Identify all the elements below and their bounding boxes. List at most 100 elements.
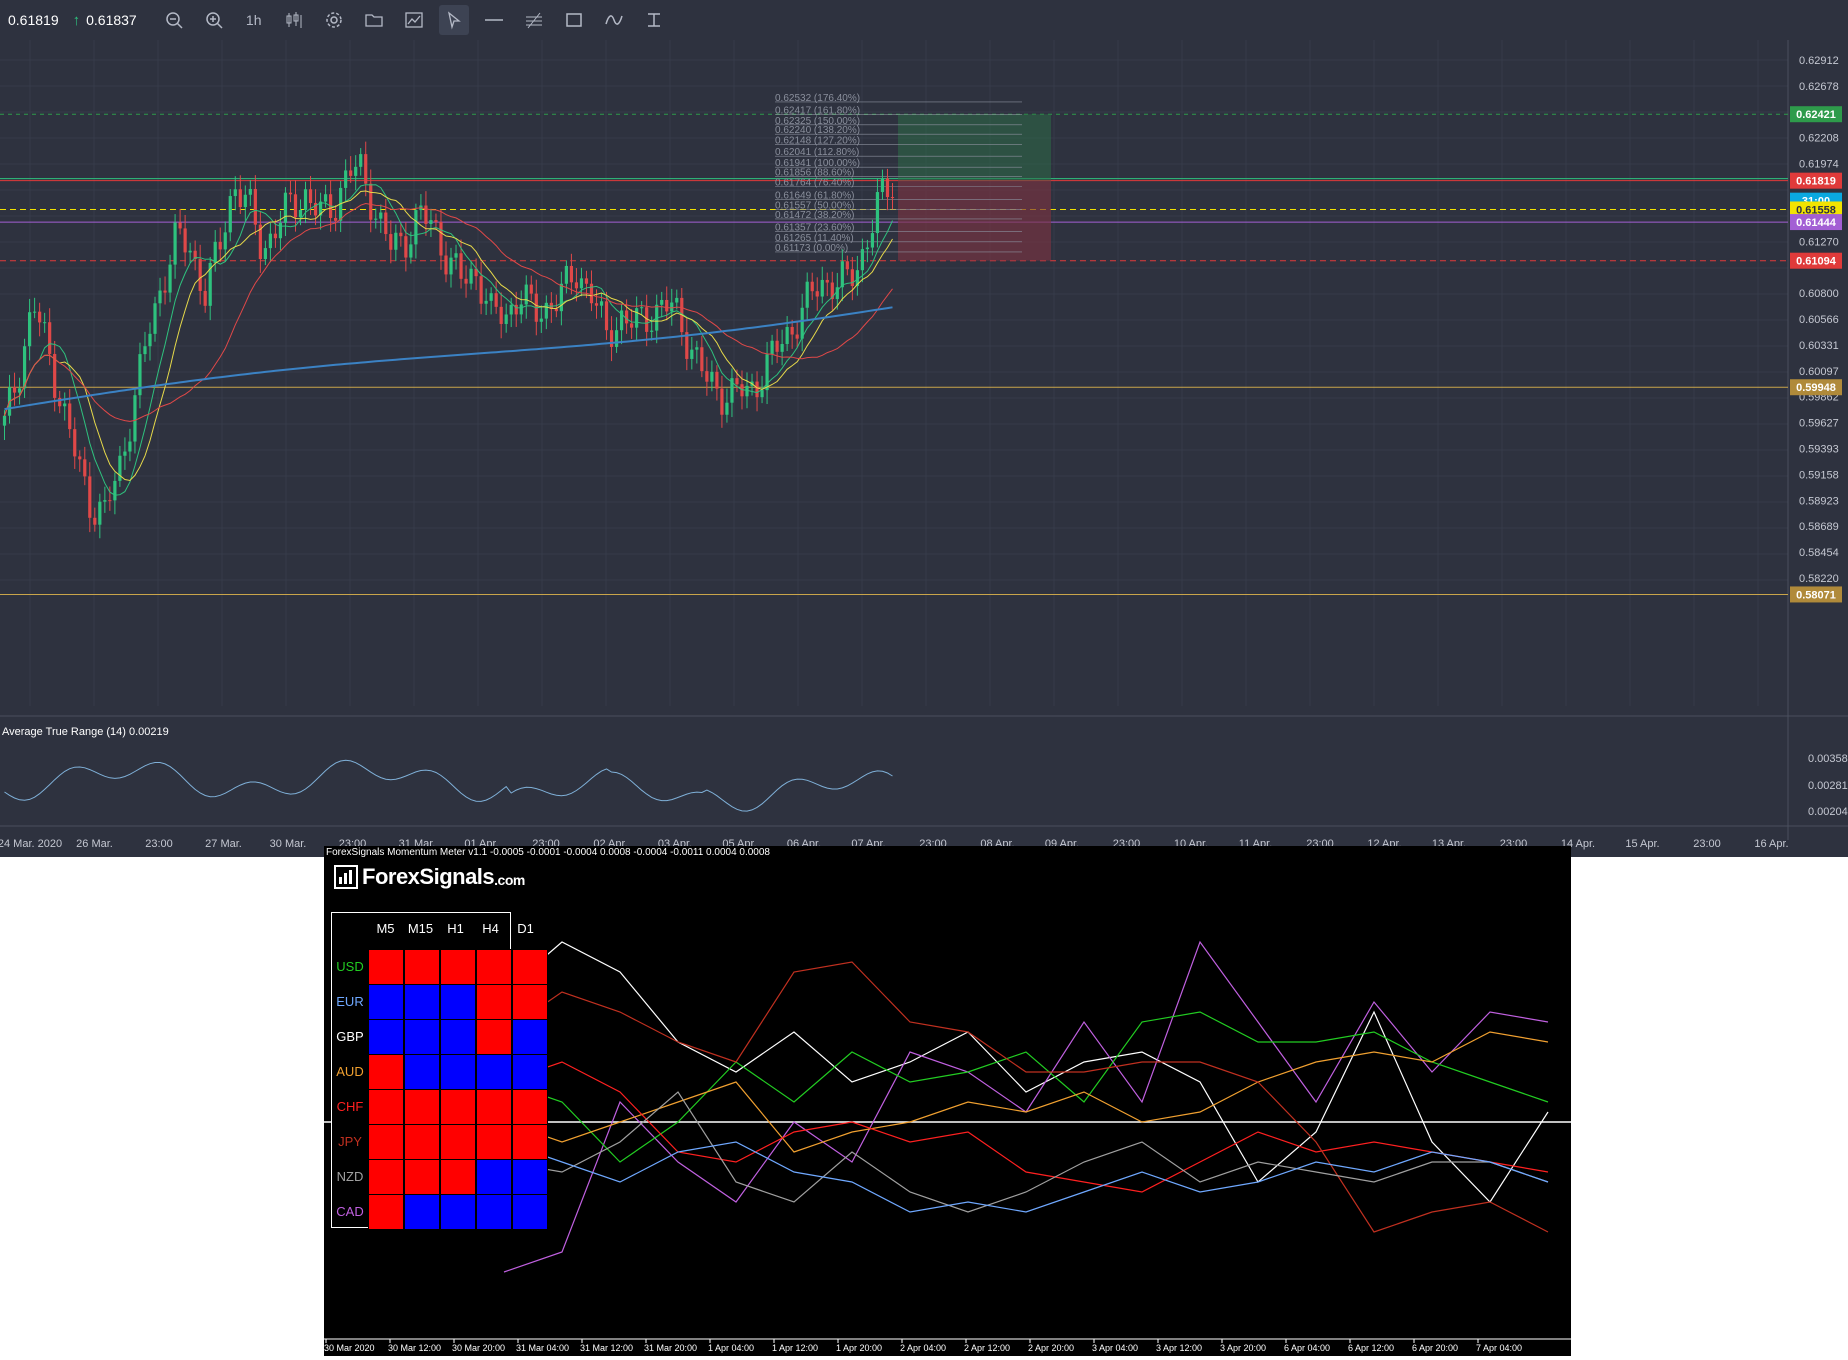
fib-label: 0.61941 (100.00%) <box>775 158 860 169</box>
trading-chart[interactable]: 0.62912 0.62678 0.62421 0.62208 0.61974 0.618… <box>0 0 1848 857</box>
meter-time-label: 6 Apr 20:00 <box>1412 1343 1458 1353</box>
candle-body <box>594 303 599 306</box>
candle-body <box>609 330 614 347</box>
atr-line <box>4 759 893 812</box>
candle-body <box>293 194 298 218</box>
candlestick-icon[interactable] <box>279 5 309 35</box>
text-tool-icon[interactable] <box>639 5 669 35</box>
momentum-cell <box>368 1123 404 1160</box>
candle-body <box>379 212 383 219</box>
candle-body <box>564 265 568 284</box>
candle-body <box>484 300 488 304</box>
currency-label: NZD <box>336 1169 364 1184</box>
meter-time-label: 3 Apr 20:00 <box>1220 1343 1266 1353</box>
price-axis-label: 0.59158 <box>1799 469 1839 481</box>
candle-body <box>569 265 574 283</box>
candle-body <box>414 210 418 245</box>
candle-body <box>364 154 368 184</box>
candle-body <box>183 228 187 253</box>
momentum-cell <box>476 948 512 985</box>
candle-body <box>715 371 719 389</box>
candle-body <box>865 247 870 250</box>
folder-icon[interactable] <box>359 5 389 35</box>
time-axis-label: 30 Mar. <box>270 838 307 850</box>
candle-body <box>624 310 629 324</box>
price-tag-label: 0.61094 <box>1796 256 1837 268</box>
price-tag <box>1790 379 1842 396</box>
meter-time-label: 1 Apr 20:00 <box>836 1343 882 1353</box>
candle-body <box>88 476 92 518</box>
candle-body <box>268 233 273 249</box>
candle-body <box>449 257 453 275</box>
zoom-in-icon[interactable] <box>199 5 229 35</box>
candle-body <box>670 302 674 312</box>
candle-body <box>800 307 804 339</box>
candle-body <box>344 170 348 188</box>
currency-label: GBP <box>336 1029 364 1044</box>
momentum-cell <box>404 948 440 985</box>
momentum-cell <box>512 948 548 985</box>
candle-body <box>604 301 609 331</box>
rectangle-icon[interactable] <box>559 5 589 35</box>
fib-label: 0.61173 (0.00%) <box>775 243 848 254</box>
candle-body <box>17 388 22 393</box>
chart-image-icon[interactable] <box>399 5 429 35</box>
freehand-icon[interactable] <box>599 5 629 35</box>
candle-body <box>12 386 17 393</box>
candle-body <box>43 322 47 324</box>
candle-body <box>494 293 498 307</box>
parallel-lines-icon[interactable] <box>519 5 549 35</box>
candle-body <box>128 441 132 452</box>
candle-body <box>464 278 468 284</box>
meter-row-eur: EUR <box>332 983 548 1020</box>
price-tag-label: 0.59948 <box>1796 382 1836 394</box>
candle-body <box>253 188 257 225</box>
jpy-line <box>503 961 1549 1233</box>
candle-body <box>53 353 57 398</box>
chart-canvas[interactable]: 0.62912 0.62678 0.62421 0.62208 0.61974 0.618… <box>0 0 1848 857</box>
gear-icon[interactable] <box>319 5 349 35</box>
currency-label: AUD <box>336 1064 364 1079</box>
momentum-cell <box>404 1193 440 1230</box>
candle-body <box>770 340 774 355</box>
timeframe-header: M5 M15 H1 H4 D1 <box>368 921 543 936</box>
fib-label: 0.61472 (38.20%) <box>775 210 855 221</box>
momentum-meter-window: 30 Mar 2020 30 Mar 12:00 30 Mar 20:00 31 Ma… <box>324 846 1571 1356</box>
candle-body <box>38 311 42 323</box>
candle-body <box>710 371 714 382</box>
nzd-line <box>503 1091 1549 1213</box>
candle-body <box>33 311 37 313</box>
candle-body <box>258 224 262 260</box>
horizontal-line-icon[interactable] <box>479 5 509 35</box>
candle-body <box>133 395 137 442</box>
candle-body <box>614 330 619 347</box>
fib-label: 0.61649 (61.80%) <box>775 190 855 201</box>
candle-body <box>755 381 759 398</box>
candle-body <box>298 209 303 218</box>
candle-body <box>278 222 283 239</box>
candle-body <box>830 282 834 300</box>
candle-body <box>454 253 458 258</box>
candle-body <box>529 284 533 294</box>
cursor-icon[interactable] <box>438 5 469 35</box>
ask-price: ↑ 0.61837 <box>72 11 137 29</box>
stop-loss-zone <box>898 180 1051 261</box>
momentum-cell <box>404 983 440 1020</box>
candle-body <box>469 268 473 284</box>
candle-body <box>675 297 679 303</box>
price-axis-label: 0.58689 <box>1799 521 1839 533</box>
meter-time-label: 30 Mar 12:00 <box>388 1343 441 1353</box>
candle-body <box>188 250 192 253</box>
price-axis-label: 0.59393 <box>1799 444 1839 456</box>
candle-body <box>108 500 112 502</box>
currency-label: EUR <box>336 994 364 1009</box>
fib-label: 0.62148 (127.20%) <box>775 135 860 146</box>
zoom-out-icon[interactable] <box>159 5 189 35</box>
meter-row-usd: USD <box>332 948 548 985</box>
timeframe-button[interactable]: 1h <box>245 12 262 28</box>
candle-body <box>123 451 127 456</box>
time-axis-label: 27 Mar. <box>205 838 242 850</box>
candle-body <box>825 279 829 283</box>
candle-body <box>795 334 799 339</box>
candle-body <box>815 291 819 297</box>
